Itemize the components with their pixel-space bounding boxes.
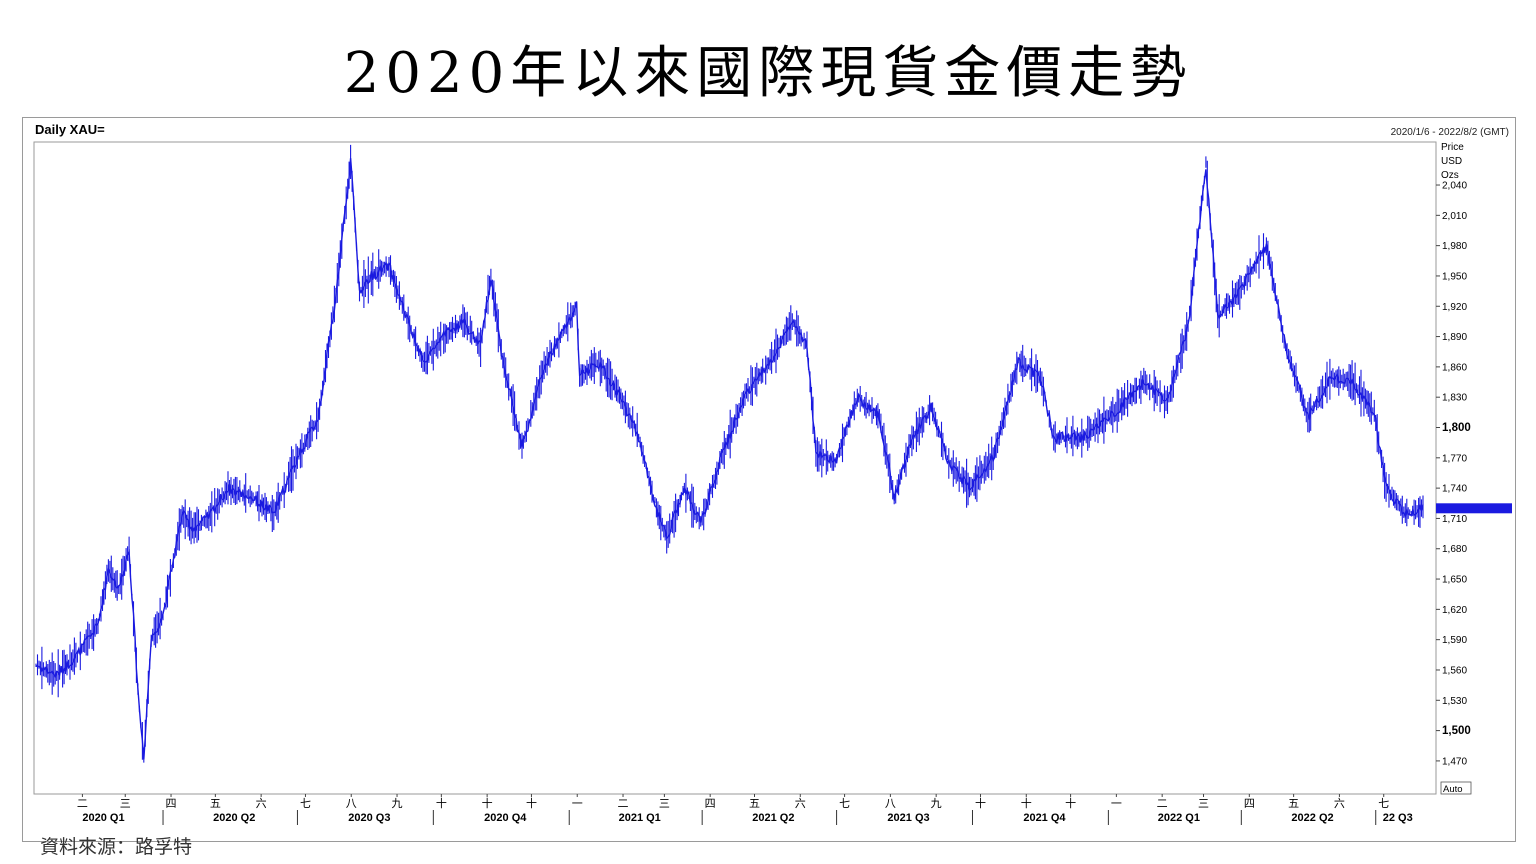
y-tick-label: 1,830 (1442, 393, 1467, 404)
y-tick-label: 1,620 (1442, 605, 1467, 616)
y-tick-label: 2,040 (1442, 181, 1467, 192)
x-quarter-label: 2020 Q1 (82, 812, 124, 824)
x-month-label: 九 (392, 797, 403, 810)
x-month-label: 二 (77, 797, 88, 810)
x-month-label: 一 (1111, 797, 1122, 810)
x-month-label: 三 (1198, 797, 1209, 810)
x-quarter-label: 22 Q3 (1383, 812, 1413, 824)
x-month-label: 十 (1065, 796, 1076, 810)
x-month-label: 十 (482, 796, 493, 810)
y-axis-unit-ounces: Ozs (1441, 170, 1459, 181)
x-month-label: 十 (1021, 796, 1032, 810)
y-tick-label: 1,890 (1442, 332, 1467, 343)
x-month-label: 一 (572, 797, 583, 810)
x-quarter-label: 2020 Q2 (213, 812, 255, 824)
x-month-label: 九 (931, 797, 942, 810)
x-month-label: 七 (300, 797, 311, 810)
x-month-label: 六 (256, 797, 267, 810)
x-month-label: 七 (1378, 797, 1389, 810)
chart-date-range: 2020/1/6 - 2022/8/2 (GMT) (1391, 127, 1509, 138)
y-tick-label: 1,800 (1442, 422, 1471, 434)
auto-scale-button[interactable] (1440, 781, 1472, 795)
y-tick-label: 1,860 (1442, 362, 1467, 373)
x-quarter-label: 2021 Q1 (619, 812, 661, 824)
y-tick-label: 1,470 (1442, 756, 1467, 767)
y-tick-label: 1,770 (1442, 453, 1467, 464)
y-axis: 2,040 2,010 1,980 1,950 1,920 1,890 1,860 1,830… (1436, 181, 1471, 767)
x-month-label: 十 (526, 796, 537, 810)
chart-frame: Daily XAU= 2020/1/6 - 2022/8/2 (GMT) Pri… (22, 117, 1516, 842)
auto-scale-label: Auto (1443, 784, 1463, 795)
x-month-label: 四 (166, 797, 177, 810)
y-tick-label: 1,500 (1442, 725, 1471, 737)
x-quarter-label: 2020 Q4 (484, 812, 527, 824)
x-month-label: 二 (1157, 797, 1168, 810)
x-month-label: 十 (436, 796, 447, 810)
x-month-label: 七 (839, 797, 850, 810)
x-month-label: 三 (659, 797, 670, 810)
x-quarter-label: 2021 Q3 (887, 812, 929, 824)
x-month-label: 二 (618, 797, 629, 810)
plot-area (33, 141, 1437, 795)
x-month-label: 五 (1288, 797, 1299, 810)
x-month-label: 八 (346, 797, 357, 810)
x-quarter-label: 2021 Q4 (1023, 812, 1066, 824)
price-line (35, 158, 1424, 760)
y-tick-label: 1,950 (1442, 271, 1467, 282)
x-month-label: 三 (120, 797, 131, 810)
x-quarter-label: 2022 Q1 (1158, 812, 1200, 824)
x-month-label: 十 (975, 796, 986, 810)
source-note: 資料來源：路孚特 (40, 836, 193, 858)
y-tick-label: 1,560 (1442, 665, 1467, 676)
y-tick-label: 1,680 (1442, 544, 1467, 555)
x-month-label: 六 (1334, 797, 1345, 810)
x-quarter-label: 2022 Q2 (1291, 812, 1333, 824)
x-month-label: 八 (885, 797, 896, 810)
x-axis: 二 三 四 五 六 七 八 九 十 十 十 一 二 三 四 五 六 七 八 九 十 十 十 一 二 三 四 五 六 七 2020 Q1 202… (77, 794, 1413, 825)
chart-title: Daily XAU= (35, 122, 105, 137)
x-month-label: 五 (210, 797, 221, 810)
y-axis-unit-price: Price (1441, 142, 1464, 153)
y-tick-label: 1,590 (1442, 635, 1467, 646)
y-axis-unit-currency: USD (1441, 156, 1462, 167)
y-tick-label: 1,710 (1442, 514, 1467, 525)
x-quarter-label: 2021 Q2 (752, 812, 794, 824)
page-title: 2020年以來國際現貨金價走勢 (343, 41, 1193, 106)
x-month-label: 四 (705, 797, 716, 810)
y-tick-label: 1,920 (1442, 302, 1467, 313)
y-tick-label: 1,530 (1442, 696, 1467, 707)
y-tick-label: 1,980 (1442, 241, 1467, 252)
y-tick-label: 1,740 (1442, 484, 1467, 495)
x-month-label: 四 (1244, 797, 1255, 810)
x-quarter-label: 2020 Q3 (348, 812, 390, 824)
x-month-label: 五 (749, 797, 760, 810)
current-price-marker (1436, 503, 1512, 514)
y-tick-label: 1,650 (1442, 575, 1467, 586)
y-tick-label: 2,010 (1442, 211, 1467, 222)
price-series (35, 144, 1424, 763)
x-month-label: 六 (795, 797, 806, 810)
gold-price-chart: Daily XAU= 2020/1/6 - 2022/8/2 (GMT) Pri… (33, 122, 1512, 825)
